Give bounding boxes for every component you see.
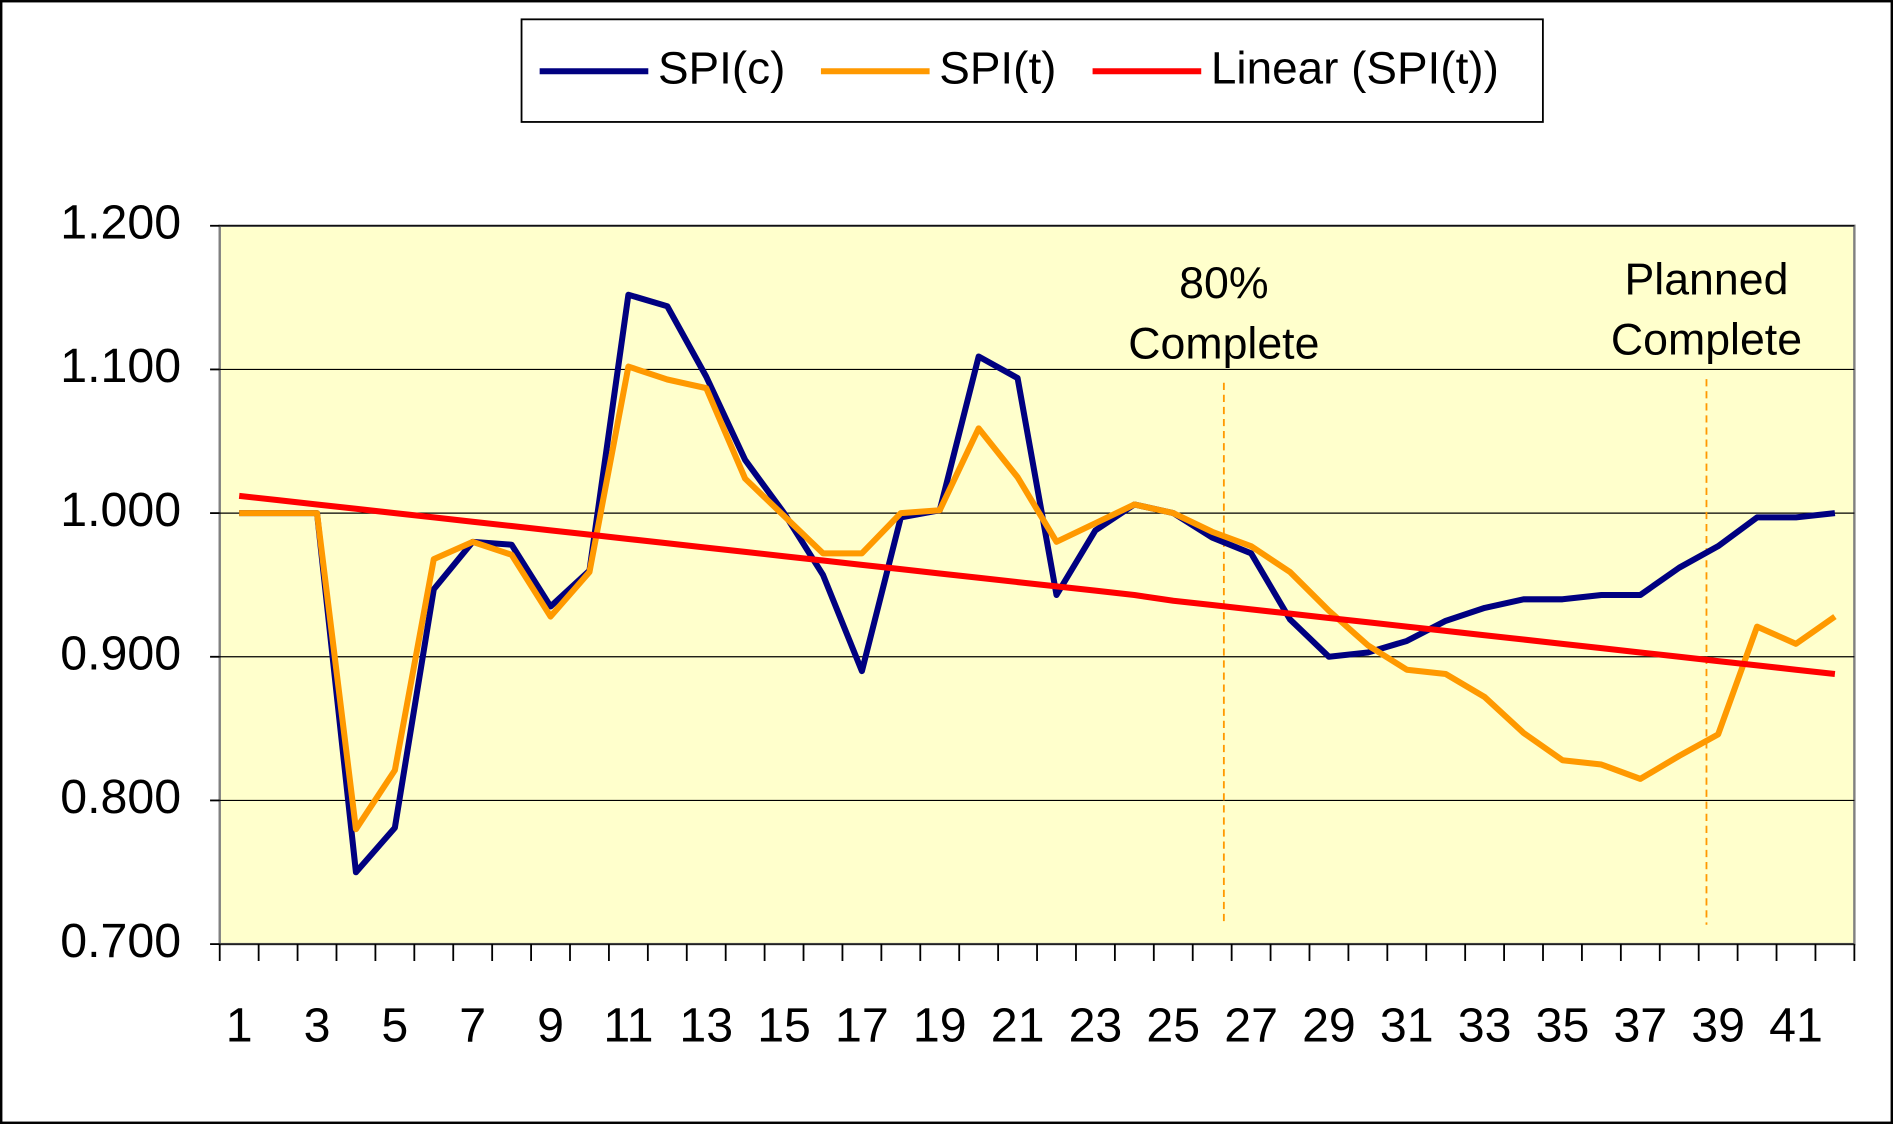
annotation-text: Complete <box>1128 319 1319 368</box>
x-tick-label: 19 <box>913 998 967 1052</box>
series-line <box>239 291 1836 876</box>
x-tick-label: 27 <box>1224 998 1278 1052</box>
x-tick-label: 39 <box>1691 998 1745 1052</box>
x-tick-label: 5 <box>381 998 408 1052</box>
y-tick-label: 1.200 <box>60 196 181 250</box>
x-tick-label: 7 <box>459 998 486 1052</box>
legend-label: Linear (SPI(t)) <box>1211 41 1499 93</box>
x-tick-label: 35 <box>1536 998 1590 1052</box>
series-line <box>239 363 1837 833</box>
legend-label: SPI(c) <box>658 41 785 93</box>
x-tick-label: 17 <box>835 998 889 1052</box>
legend-box <box>520 18 1544 123</box>
x-tick-label: 37 <box>1613 998 1667 1052</box>
annotation-text: Complete <box>1611 316 1802 365</box>
x-tick-label: 41 <box>1769 998 1823 1052</box>
x-tick-label: 15 <box>757 998 811 1052</box>
y-tick-label: 0.900 <box>60 627 181 681</box>
x-tick-label: 31 <box>1380 998 1434 1052</box>
x-tick-label: 13 <box>679 998 733 1052</box>
x-tick-label: 25 <box>1146 998 1200 1052</box>
x-tick-label: 33 <box>1458 998 1512 1052</box>
x-tick-label: 3 <box>304 998 331 1052</box>
x-tick-label: 11 <box>603 998 653 1052</box>
y-tick-label: 0.800 <box>60 770 181 824</box>
annotation-text: 80% <box>1179 259 1268 308</box>
legend-label: SPI(t) <box>939 41 1056 93</box>
x-tick-label: 29 <box>1302 998 1356 1052</box>
y-tick-label: 1.000 <box>60 483 181 537</box>
x-tick-label: 21 <box>991 998 1045 1052</box>
x-tick-label: 1 <box>226 998 253 1052</box>
y-tick-label: 1.100 <box>60 339 181 393</box>
annotation-text: Planned <box>1625 255 1789 304</box>
series-line <box>238 492 1836 678</box>
x-tick-label: 23 <box>1069 998 1123 1052</box>
x-tick-label: 9 <box>537 998 564 1052</box>
y-tick-label: 0.700 <box>60 914 181 968</box>
